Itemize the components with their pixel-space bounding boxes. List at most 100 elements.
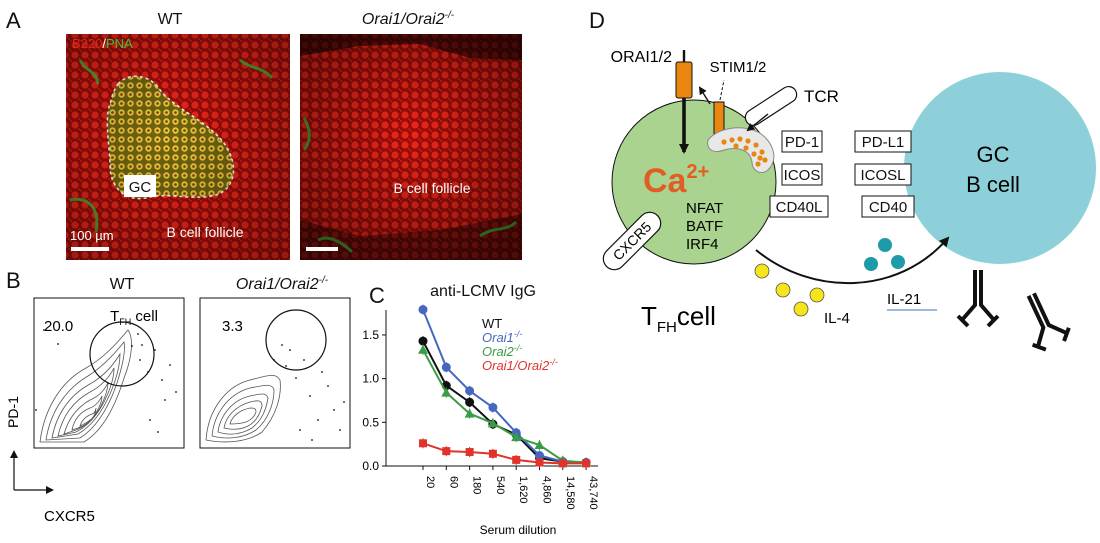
legend-entry: Orai2-/- bbox=[482, 343, 522, 359]
chart-title: anti-LCMV IgG bbox=[430, 283, 536, 300]
data-point bbox=[535, 451, 544, 461]
ko-contours bbox=[205, 375, 281, 443]
panel-a: A WT Orai1/Orai2-/- B220/PNA GC B cell f… bbox=[6, 8, 522, 260]
panel-a-ko-title: Orai1/Orai2-/- bbox=[362, 10, 455, 28]
panel-b-ko-title: Orai1/Orai2-/- bbox=[236, 275, 329, 293]
x-tick-label: 60 bbox=[447, 476, 459, 488]
x-tick-label: 4,860 bbox=[541, 476, 553, 504]
ko-scale-bar bbox=[306, 247, 338, 251]
tcr-label: TCR bbox=[804, 87, 839, 106]
pdl1-label: PD-L1 bbox=[862, 134, 905, 151]
data-point bbox=[558, 459, 567, 468]
scale-bar-label: 100 µm bbox=[70, 228, 114, 243]
il4-dots bbox=[754, 263, 825, 317]
x-tick-label: 43,740 bbox=[587, 476, 599, 510]
pdl1-box bbox=[854, 130, 912, 153]
gc-label-box bbox=[124, 175, 156, 197]
stim-orai-arrow bbox=[698, 86, 711, 105]
gc-cell-label-line1: GC bbox=[977, 142, 1010, 167]
calcium-label: Ca2+ bbox=[643, 161, 709, 200]
data-point bbox=[488, 449, 497, 458]
antibody-icon-1 bbox=[956, 270, 1000, 328]
er-calcium-dots bbox=[721, 136, 768, 167]
il21-label: IL-21 bbox=[887, 291, 921, 308]
data-point bbox=[464, 408, 475, 418]
data-point bbox=[441, 362, 451, 372]
data-point bbox=[418, 344, 428, 354]
stim-leader-line bbox=[719, 79, 725, 101]
data-point bbox=[465, 448, 474, 457]
orai-label: ORAI1/2 bbox=[611, 49, 672, 66]
data-point bbox=[442, 447, 451, 456]
tcr-signal-arrow bbox=[746, 113, 769, 132]
flow-axes: PD-1 CXCR5 bbox=[5, 396, 95, 525]
panel-c-letter: C bbox=[369, 283, 385, 308]
panel-d: D GC B cell ORAI1/2 STIM1/2 TCR Ca2+ N bbox=[589, 8, 1096, 352]
wt-gate-percentage: 20.0 bbox=[44, 318, 73, 335]
pd1-label: PD-1 bbox=[785, 134, 819, 151]
batf-label: BATF bbox=[686, 218, 723, 235]
ko-flow-plot: 3.3 bbox=[199, 297, 351, 449]
wt-flow-plot: TFH cell 20.0 bbox=[33, 297, 185, 449]
icosl-box bbox=[854, 163, 912, 186]
chart-x-label: Serum dilution bbox=[480, 523, 557, 537]
panel-c: C anti-LCMV IgG 0.0 0.5 1.0 1.5 20 60 180 540 1,… bbox=[362, 283, 599, 537]
y-tick-label: 0.5 bbox=[362, 415, 379, 429]
data-point bbox=[535, 458, 544, 467]
y-tick-label: 1.0 bbox=[362, 372, 379, 386]
data-point bbox=[582, 459, 591, 468]
wt-follicle-label: B cell follicle bbox=[166, 224, 243, 240]
il21-dots bbox=[864, 238, 905, 271]
icos-label: ICOS bbox=[784, 167, 821, 184]
panel-a-wt-title: WT bbox=[158, 11, 183, 28]
cd40-label: CD40 bbox=[869, 199, 907, 216]
flow-y-axis-label: PD-1 bbox=[5, 396, 21, 428]
data-point bbox=[418, 336, 428, 346]
data-point bbox=[465, 397, 475, 407]
y-tick-label: 0.0 bbox=[362, 459, 379, 473]
data-point bbox=[418, 305, 428, 315]
panel-d-letter: D bbox=[589, 8, 605, 33]
data-point bbox=[488, 402, 498, 412]
x-tick-label: 20 bbox=[424, 476, 436, 488]
orai-channel-icon bbox=[675, 61, 693, 99]
cd40l-label: CD40L bbox=[776, 199, 823, 216]
tcr-receptor-icon bbox=[744, 85, 798, 127]
data-point bbox=[465, 386, 475, 396]
panel-b-wt-title: WT bbox=[110, 276, 135, 293]
x-tick-label: 1,620 bbox=[517, 476, 529, 504]
panel-b: B WT Orai1/Orai2-/- TFH cell 20.0 bbox=[5, 268, 351, 525]
x-tick-label: 540 bbox=[494, 476, 506, 494]
pd1-box bbox=[781, 130, 823, 153]
data-point bbox=[441, 387, 452, 397]
tfh-gate-label: TFH cell bbox=[110, 308, 158, 327]
panel-b-letter: B bbox=[6, 268, 21, 293]
y-tick-label: 1.5 bbox=[362, 328, 379, 342]
cytokine-arrow bbox=[755, 236, 950, 284]
flow-x-axis-label: CXCR5 bbox=[44, 508, 95, 525]
data-point bbox=[487, 418, 498, 428]
cxcr5-receptor-icon bbox=[602, 211, 662, 271]
data-point bbox=[534, 440, 545, 450]
x-tick-label: 180 bbox=[471, 476, 483, 494]
legend-entry: Orai1-/- bbox=[482, 329, 522, 345]
data-point bbox=[419, 439, 427, 448]
ko-follicle-label: B cell follicle bbox=[393, 180, 470, 196]
icos-box bbox=[781, 163, 823, 186]
cd40-box bbox=[861, 195, 915, 218]
wt-tfh-gate bbox=[89, 321, 155, 387]
ko-micrograph: B cell follicle bbox=[300, 34, 522, 260]
irf4-label: IRF4 bbox=[686, 236, 719, 253]
x-tick-label: 14,580 bbox=[564, 476, 576, 510]
gc-label: GC bbox=[129, 179, 152, 196]
stain-legend: B220/PNA bbox=[72, 36, 133, 51]
data-point bbox=[512, 455, 521, 464]
wt-micrograph: B220/PNA GC B cell follicle 100 µm bbox=[66, 34, 290, 260]
data-point bbox=[511, 432, 522, 442]
legend-entry: Orai1/Orai2-/- bbox=[482, 357, 558, 373]
icosl-label: ICOSL bbox=[860, 167, 905, 184]
tfh-cell-label: TFHcell bbox=[641, 301, 716, 336]
gc-b-cell bbox=[904, 72, 1096, 264]
elisa-chart: 0.0 0.5 1.0 1.5 20 60 180 540 1,620 4,860 14,580 43… bbox=[362, 304, 599, 510]
